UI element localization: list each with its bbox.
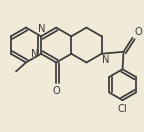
Text: O: O: [134, 27, 142, 37]
Text: O: O: [53, 86, 61, 96]
Text: N: N: [31, 49, 39, 59]
Text: N: N: [102, 55, 110, 65]
Text: Cl: Cl: [118, 104, 127, 114]
Text: N: N: [38, 24, 46, 34]
